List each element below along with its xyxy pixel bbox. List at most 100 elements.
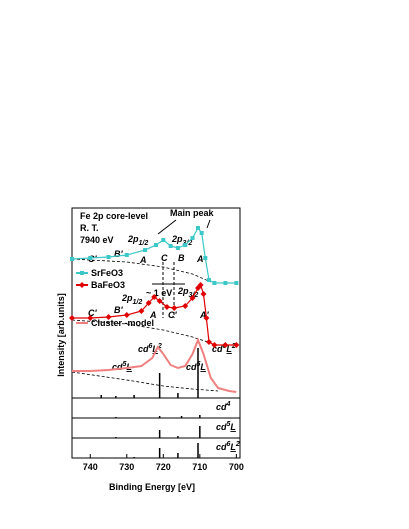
marker bbox=[106, 255, 111, 259]
feature-label: A bbox=[139, 255, 147, 265]
legend: SrFeO3 BaFeO3 Cluster -model bbox=[76, 268, 154, 328]
marker bbox=[223, 281, 228, 285]
x-tick-label: 720 bbox=[156, 462, 171, 472]
feature-label: A bbox=[149, 310, 157, 320]
marker bbox=[190, 236, 195, 240]
arrow bbox=[206, 219, 211, 229]
label-base: cd bbox=[216, 442, 227, 452]
x-tick-label: 730 bbox=[119, 462, 134, 472]
peak-sub: 1/2 bbox=[133, 299, 143, 306]
marker bbox=[212, 281, 217, 285]
label-sup: 6 bbox=[227, 441, 231, 448]
config-label: cd5L bbox=[112, 361, 132, 372]
label-sup: 2 bbox=[235, 441, 240, 448]
config-label: cd6L2 bbox=[138, 343, 162, 354]
marker bbox=[205, 339, 212, 345]
marker bbox=[145, 300, 152, 306]
marker bbox=[123, 312, 130, 318]
marker bbox=[199, 231, 204, 235]
x-tick-label: 700 bbox=[229, 462, 244, 472]
marker bbox=[200, 291, 207, 297]
marker bbox=[168, 244, 173, 248]
config-label: cd6L2 bbox=[216, 441, 240, 452]
peak-text: 2p bbox=[121, 293, 133, 303]
peak-label: 2p1/2 bbox=[121, 293, 142, 306]
label-base: cd bbox=[138, 344, 149, 354]
feature-label: B bbox=[178, 253, 185, 263]
marker bbox=[196, 226, 200, 230]
title-line: 7940 eV bbox=[80, 235, 114, 245]
marker bbox=[138, 308, 145, 314]
marker bbox=[69, 315, 75, 321]
marker bbox=[183, 243, 188, 247]
marker bbox=[211, 342, 218, 348]
label-sup: 2 bbox=[157, 343, 162, 350]
series-line bbox=[72, 337, 237, 393]
x-tick-label: 710 bbox=[192, 462, 207, 472]
marker bbox=[105, 314, 112, 320]
legend-marker bbox=[80, 271, 84, 275]
feature-label: A' bbox=[199, 310, 209, 320]
marker bbox=[163, 304, 170, 310]
label-base: cd bbox=[216, 402, 227, 412]
marker bbox=[197, 282, 204, 288]
peak-text: 2p bbox=[171, 234, 183, 244]
peak-sub: 1/2 bbox=[139, 240, 149, 247]
background-line bbox=[71, 371, 219, 392]
config-label: cd5L bbox=[216, 421, 236, 432]
legend-marker bbox=[79, 282, 85, 288]
marker bbox=[156, 298, 163, 304]
label-sup: 2 bbox=[231, 343, 236, 350]
label-tail: L bbox=[200, 362, 206, 372]
marker bbox=[203, 256, 208, 260]
title-line: R. T. bbox=[80, 223, 99, 233]
feature-label: C' bbox=[88, 308, 97, 318]
arrow bbox=[157, 219, 177, 235]
peak-text: 2p bbox=[127, 234, 139, 244]
feature-label: B' bbox=[114, 305, 123, 315]
x-tick-label: 740 bbox=[83, 462, 98, 472]
marker bbox=[161, 238, 166, 242]
marker bbox=[182, 303, 189, 309]
label-sup: 5 bbox=[123, 361, 127, 368]
label-tail: L bbox=[230, 422, 236, 432]
marker bbox=[70, 257, 74, 261]
label-sup: 5 bbox=[227, 421, 231, 428]
label-base: cd bbox=[186, 362, 197, 372]
marker bbox=[222, 342, 229, 348]
series-line bbox=[72, 283, 237, 346]
label-base: cd bbox=[212, 344, 223, 354]
config-label: cd5L bbox=[186, 361, 206, 372]
plot-frame bbox=[71, 207, 241, 459]
legend-label: Cluster -model bbox=[91, 318, 154, 328]
config-label: cd4 bbox=[216, 401, 231, 412]
marker bbox=[233, 342, 240, 348]
marker bbox=[151, 294, 158, 300]
feature-label: C' bbox=[88, 254, 97, 264]
marker bbox=[203, 315, 210, 321]
marker bbox=[171, 305, 178, 311]
peak-text: 2p bbox=[177, 286, 189, 296]
label-tail: L bbox=[226, 344, 232, 354]
label-sup: 4 bbox=[226, 401, 231, 408]
main-peak-label: Main peak bbox=[170, 208, 215, 218]
label-sup: 6 bbox=[149, 343, 153, 350]
label-tail: L bbox=[152, 344, 158, 354]
label-tail: L bbox=[230, 442, 236, 452]
marker bbox=[124, 253, 129, 257]
background-line bbox=[71, 258, 211, 283]
marker bbox=[88, 256, 93, 260]
title-line: Fe 2p core-level bbox=[80, 211, 148, 221]
marker bbox=[143, 248, 148, 252]
marker bbox=[206, 278, 211, 282]
marker bbox=[87, 315, 94, 321]
legend-label: BaFeO3 bbox=[91, 280, 125, 290]
marker bbox=[175, 246, 180, 250]
feature-label: A bbox=[196, 254, 204, 264]
marker bbox=[189, 295, 196, 301]
legend-label: SrFeO3 bbox=[91, 268, 123, 278]
x-axis-title: Binding Energy [eV] bbox=[109, 482, 195, 492]
label-base: cd bbox=[216, 422, 227, 432]
background-line bbox=[71, 319, 211, 344]
